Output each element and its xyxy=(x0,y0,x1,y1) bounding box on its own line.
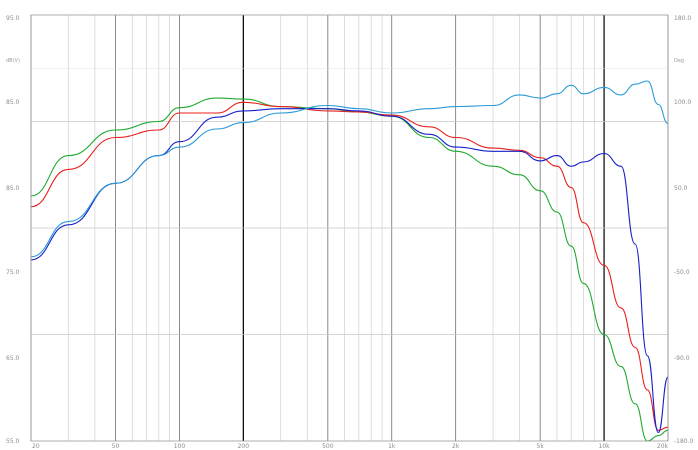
y-tick-label: 75.0 xyxy=(6,269,20,276)
x-tick-label: 20k xyxy=(657,443,669,450)
x-tick-label: 10k xyxy=(599,443,611,450)
series-line-2 xyxy=(30,101,669,431)
series-layer xyxy=(30,80,669,442)
y2-tick-label: Deg xyxy=(674,58,684,64)
x-tick-label: 1k xyxy=(388,443,396,450)
y2-tick-label: -90.0 xyxy=(674,355,690,362)
x-tick-label: 50 xyxy=(112,443,120,450)
series-line-4 xyxy=(30,80,669,258)
y2-tick-label: 180.0 xyxy=(674,15,691,22)
plot-frame xyxy=(30,14,669,442)
y2-tick-label: -180.0 xyxy=(674,438,694,445)
x-tick-label: 20 xyxy=(32,443,40,450)
x-tick-label: 200 xyxy=(238,443,250,450)
y-tick-label: 55.0 xyxy=(6,438,20,445)
tick-layer: 95.0 dB(V) 85.0 85.0 75.0 65.0 55.0 180.0 Deg 100… xyxy=(6,15,694,450)
y-tick-label: 85.0 xyxy=(6,99,20,106)
x-tick-label: 100 xyxy=(174,443,186,450)
y2-tick-label: 50.0 xyxy=(674,185,688,192)
series-line-3 xyxy=(30,108,669,434)
x-tick-label: 2k xyxy=(452,443,460,450)
y-tick-label: dB(V) xyxy=(6,58,20,64)
y2-tick-label: -50.0 xyxy=(674,269,690,276)
y-tick-label: 85.0 xyxy=(6,185,20,192)
x-tick-label: 5k xyxy=(537,443,545,450)
x-tick-label: 500 xyxy=(322,443,334,450)
y2-tick-label: 100.0 xyxy=(674,99,691,106)
y-tick-label: 65.0 xyxy=(6,355,20,362)
y-tick-label: 95.0 xyxy=(6,15,20,22)
series-line-1 xyxy=(30,97,669,442)
